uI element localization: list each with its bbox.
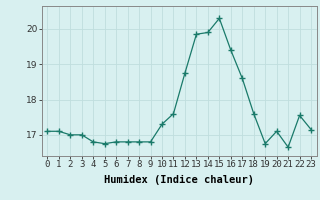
X-axis label: Humidex (Indice chaleur): Humidex (Indice chaleur)	[104, 175, 254, 185]
